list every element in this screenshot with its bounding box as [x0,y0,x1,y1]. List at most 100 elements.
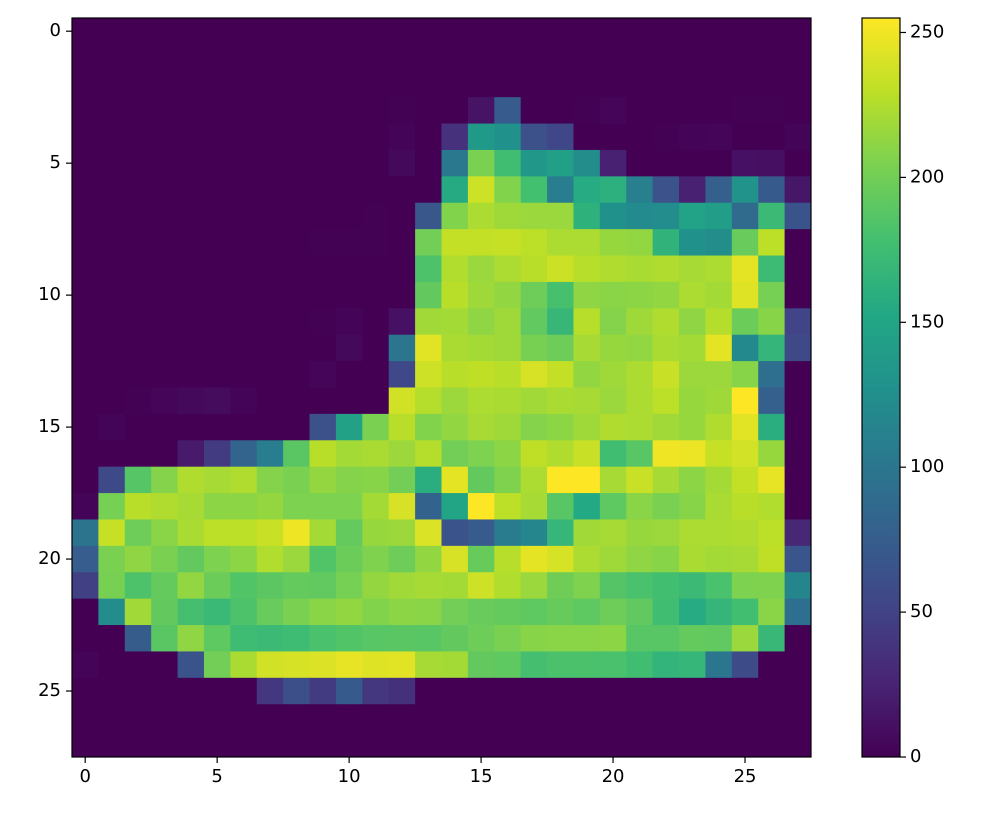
heatmap-cell [230,677,258,705]
heatmap-cell [177,70,205,98]
heatmap-cell [705,123,733,151]
heatmap-cell [520,651,548,679]
heatmap-cell [573,572,601,600]
heatmap-cell [731,545,759,573]
heatmap-cell [573,387,601,415]
heatmap-cell [72,44,99,72]
plot-frame [71,17,812,758]
heatmap-cell [705,255,733,283]
heatmap-cell [758,97,786,125]
heatmap-cell [98,229,126,257]
heatmap-cell [98,625,126,652]
heatmap-cell [230,44,258,72]
heatmap-cell [547,44,574,72]
heatmap-cell [784,18,812,45]
heatmap-cell [203,466,231,494]
heatmap-cell [230,70,258,98]
heatmap-cell [494,176,522,204]
heatmap-cell [362,176,390,204]
heatmap-cell [256,598,284,626]
heatmap-cell [467,440,495,468]
heatmap-cell [784,387,812,415]
heatmap-cell [599,149,627,177]
heatmap-cell [441,466,469,494]
heatmap-cell [441,493,469,520]
heatmap-cell [283,413,311,441]
heatmap-cell [335,466,363,494]
heatmap-cell [652,598,680,626]
heatmap-cell [679,598,706,626]
heatmap-cell [203,255,231,283]
heatmap-cell [256,176,284,204]
heatmap-cell [599,625,627,652]
heatmap-cell [335,334,363,362]
heatmap-cell [494,440,522,468]
heatmap-cell [784,625,812,652]
heatmap-cell [705,730,733,758]
heatmap-cell [283,704,311,732]
heatmap-cell [415,361,442,388]
heatmap-cell [547,730,574,758]
heatmap-cell [124,202,152,230]
heatmap-cell [784,466,812,494]
heatmap-cell [309,176,337,204]
heatmap-cell [679,308,706,336]
heatmap-cell [124,493,152,520]
heatmap-cell [124,18,152,45]
heatmap-cell [151,281,179,309]
heatmap-cell [151,545,179,573]
heatmap-cell [626,70,654,98]
heatmap-cell [626,572,654,600]
heatmap-cell [230,229,258,257]
heatmap-cell [731,677,759,705]
heatmap-cell [679,651,706,679]
heatmap-cell [441,730,469,758]
heatmap-cell [177,229,205,257]
heatmap-cell [520,281,548,309]
heatmap-cell [98,493,126,520]
heatmap-cell [758,255,786,283]
heatmap-cell [124,97,152,125]
heatmap-cell [599,202,627,230]
heatmap-cell [679,519,706,547]
heatmap-cell [652,651,680,679]
heatmap-cell [256,334,284,362]
heatmap-cell [230,545,258,573]
heatmap-cell [626,493,654,520]
heatmap-cell [230,519,258,547]
heatmap-cell [388,44,416,72]
heatmap-cell [467,625,495,652]
heatmap-cell [731,202,759,230]
heatmap-cell [177,18,205,45]
heatmap-cell [415,413,442,441]
heatmap-cell [784,598,812,626]
heatmap-cell [599,308,627,336]
heatmap-cell [256,70,284,98]
heatmap-cell [335,545,363,573]
colorbar-tick-label: 50 [910,601,933,622]
heatmap-cell [230,281,258,309]
heatmap-cell [203,176,231,204]
heatmap-cell [599,466,627,494]
heatmap-cell [335,176,363,204]
heatmap-cell [124,176,152,204]
heatmap-cell [705,229,733,257]
heatmap-cell [573,149,601,177]
heatmap-cell [151,97,179,125]
heatmap-cell [388,176,416,204]
heatmap-cell [494,149,522,177]
heatmap-cell [441,308,469,336]
heatmap-cell [388,545,416,573]
heatmap-cell [256,44,284,72]
heatmap-cell [177,493,205,520]
heatmap-cell [151,677,179,705]
heatmap-cell [256,704,284,732]
heatmap-cell [784,229,812,257]
heatmap-cell [177,545,205,573]
heatmap-cell [573,229,601,257]
heatmap-cell [652,413,680,441]
heatmap-cell [335,598,363,626]
heatmap-cell [98,413,126,441]
heatmap-cell [652,123,680,151]
heatmap-cell [599,598,627,626]
